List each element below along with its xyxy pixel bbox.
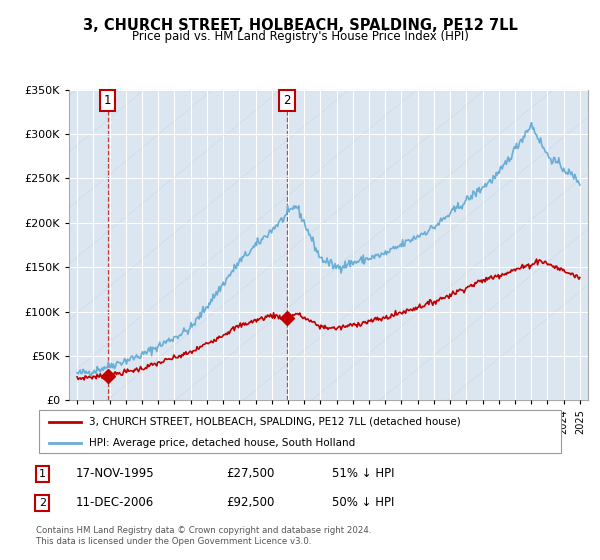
Text: £27,500: £27,500 <box>226 468 274 480</box>
Text: 1: 1 <box>39 469 46 479</box>
Text: 17-NOV-1995: 17-NOV-1995 <box>76 468 154 480</box>
Text: 1: 1 <box>104 94 112 107</box>
Text: Contains HM Land Registry data © Crown copyright and database right 2024.
This d: Contains HM Land Registry data © Crown c… <box>36 526 371 546</box>
Text: 3, CHURCH STREET, HOLBEACH, SPALDING, PE12 7LL: 3, CHURCH STREET, HOLBEACH, SPALDING, PE… <box>83 18 517 33</box>
Text: 2: 2 <box>283 94 291 107</box>
Text: Price paid vs. HM Land Registry's House Price Index (HPI): Price paid vs. HM Land Registry's House … <box>131 30 469 43</box>
Text: 50% ↓ HPI: 50% ↓ HPI <box>332 496 394 510</box>
Text: 11-DEC-2006: 11-DEC-2006 <box>76 496 154 510</box>
Text: 3, CHURCH STREET, HOLBEACH, SPALDING, PE12 7LL (detached house): 3, CHURCH STREET, HOLBEACH, SPALDING, PE… <box>89 417 461 427</box>
Text: 51% ↓ HPI: 51% ↓ HPI <box>332 468 394 480</box>
Text: £92,500: £92,500 <box>226 496 274 510</box>
Text: 2: 2 <box>39 498 46 508</box>
Text: HPI: Average price, detached house, South Holland: HPI: Average price, detached house, Sout… <box>89 438 355 448</box>
FancyBboxPatch shape <box>38 410 562 454</box>
